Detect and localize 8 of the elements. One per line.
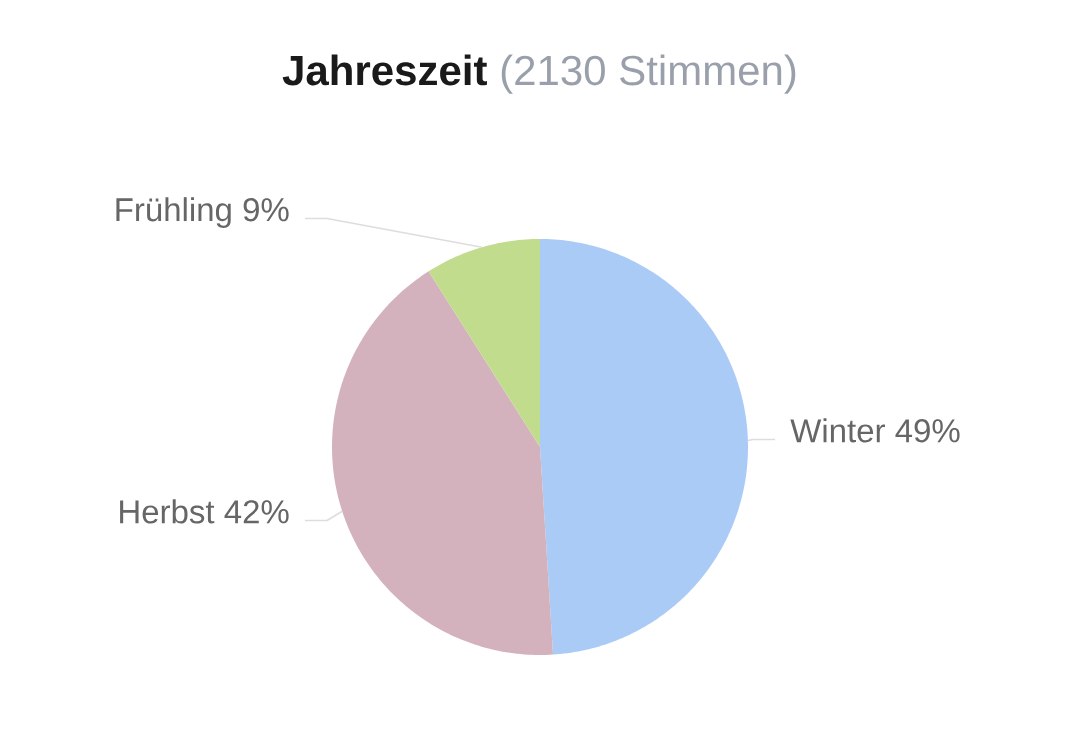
chart-subtitle: (2130 Stimmen) bbox=[501, 54, 796, 94]
slice-label: Frühling bbox=[116, 197, 231, 228]
data-label: 49% bbox=[895, 419, 960, 443]
data-label: 42% bbox=[224, 500, 289, 524]
data-label: 9% bbox=[243, 198, 289, 222]
slice-label: Herbst bbox=[120, 499, 215, 524]
chart-title: Jahreszeit bbox=[282, 54, 487, 86]
slice-label: Winter bbox=[790, 418, 885, 443]
